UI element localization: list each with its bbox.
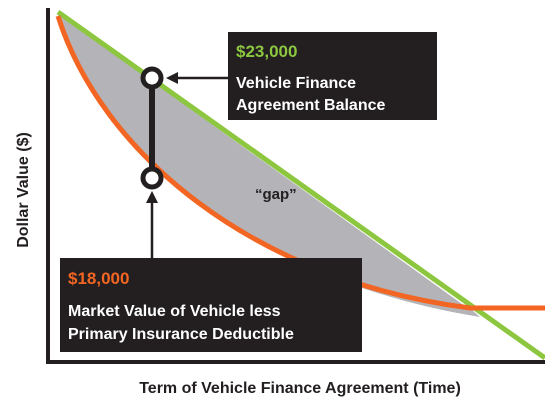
lower-amount: $18,000 (68, 269, 129, 288)
gap-label: “gap” (255, 186, 297, 203)
upper-amount: $23,000 (236, 42, 297, 61)
x-axis-label: Term of Vehicle Finance Agreement (Time) (139, 380, 461, 397)
upper-label: Agreement Balance (236, 97, 385, 114)
market-point (140, 166, 164, 190)
lower-callout-box (60, 258, 362, 352)
arrow-head (146, 191, 158, 203)
upper-label: Vehicle Finance (236, 75, 356, 92)
lower-label: Primary Insurance Deductible (68, 326, 294, 343)
market-value-curve (55, 15, 545, 311)
upper-callout-box (228, 32, 437, 120)
balance-point (140, 66, 164, 90)
balance-line (56, 9, 545, 361)
arrow-head (166, 72, 178, 84)
y-axis-label: Dollar Value ($) (15, 132, 32, 248)
lower-label: Market Value of Vehicle less (68, 303, 281, 320)
axes (46, 8, 545, 364)
